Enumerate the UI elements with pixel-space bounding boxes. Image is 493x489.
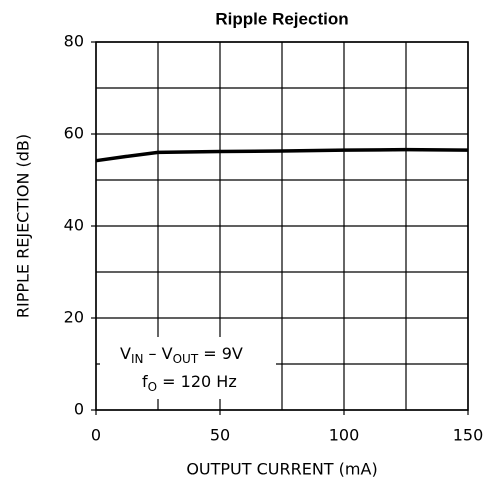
x-axis-label: OUTPUT CURRENT (mA) (186, 460, 377, 479)
annotation-part: – V (143, 344, 172, 363)
annotation-part: V (120, 344, 131, 363)
annotation-part: f (142, 372, 148, 391)
x-tick-label: 150 (453, 426, 484, 445)
x-tick-label: 50 (210, 426, 230, 445)
annotation-part: OUT (173, 352, 199, 366)
annotation-part: IN (131, 352, 144, 366)
x-tick-label: 0 (91, 426, 101, 445)
annotation: fO = 120 Hz (142, 372, 237, 394)
y-tick-label: 20 (64, 308, 84, 327)
data-line (95, 147, 469, 163)
y-tick-label: 80 (64, 32, 84, 51)
annotation: VIN – VOUT = 9V (120, 344, 243, 366)
annotation-box (100, 337, 276, 399)
annotation-part: O (148, 380, 157, 394)
y-tick-label: 60 (64, 124, 84, 143)
y-tick-label: 0 (74, 400, 84, 419)
x-tick-label: 100 (329, 426, 360, 445)
annotation-part: = 120 Hz (157, 372, 237, 391)
chart-title: Ripple Rejection (215, 9, 348, 28)
annotation-part: = 9V (198, 344, 243, 363)
y-tick-label: 40 (64, 216, 84, 235)
y-axis-label: RIPPLE REJECTION (dB) (14, 134, 33, 318)
